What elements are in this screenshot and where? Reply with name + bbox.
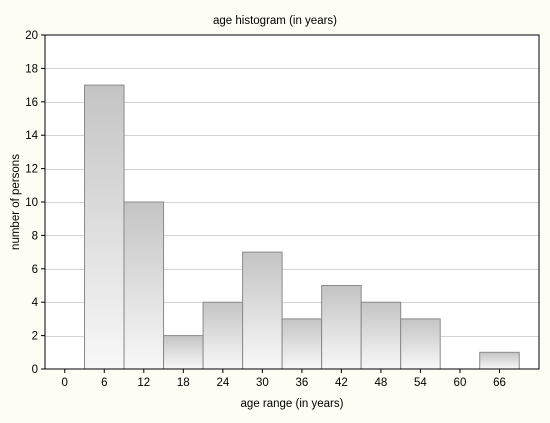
y-tick-label: 6 xyxy=(32,264,38,276)
x-tick-label: 6 xyxy=(101,377,107,389)
chart-title: age histogram (in years) xyxy=(213,15,337,27)
histogram-bar xyxy=(400,318,441,370)
histogram-bar xyxy=(123,201,165,370)
x-tick-label: 36 xyxy=(295,377,308,389)
x-tick-label: 0 xyxy=(62,377,68,389)
x-tick-label: 66 xyxy=(493,377,506,389)
x-tick-label: 12 xyxy=(137,377,150,389)
histogram-bar xyxy=(360,301,402,370)
y-tick-label: 20 xyxy=(25,30,38,42)
x-tick-label: 18 xyxy=(177,377,190,389)
histogram-bar xyxy=(163,335,204,370)
x-axis-label: age range (in years) xyxy=(241,398,344,410)
y-tick-label: 4 xyxy=(32,297,39,309)
y-tick-label: 12 xyxy=(25,164,38,176)
histogram-bar xyxy=(281,318,323,370)
y-tick-label: 10 xyxy=(25,197,38,209)
histogram-bar xyxy=(321,285,362,370)
bars xyxy=(84,84,520,370)
histogram-bar xyxy=(479,351,520,370)
y-tick-label: 0 xyxy=(32,364,38,376)
x-tick-label: 42 xyxy=(335,377,348,389)
histogram-bar xyxy=(202,301,244,370)
x-tick-label: 24 xyxy=(216,377,229,389)
y-tick-label: 2 xyxy=(32,331,38,343)
y-tick-label: 14 xyxy=(25,130,38,142)
x-tick-label: 60 xyxy=(454,377,467,389)
x-tick-label: 54 xyxy=(414,377,427,389)
x-tick-label: 30 xyxy=(256,377,269,389)
y-axis-label: number of persons xyxy=(10,154,22,250)
histogram-bar xyxy=(242,251,283,370)
y-tick-label: 18 xyxy=(25,63,38,75)
x-tick-label: 48 xyxy=(375,377,388,389)
y-tick-label: 8 xyxy=(32,230,38,242)
y-tick-label: 16 xyxy=(25,97,38,109)
histogram-bar xyxy=(84,84,125,370)
